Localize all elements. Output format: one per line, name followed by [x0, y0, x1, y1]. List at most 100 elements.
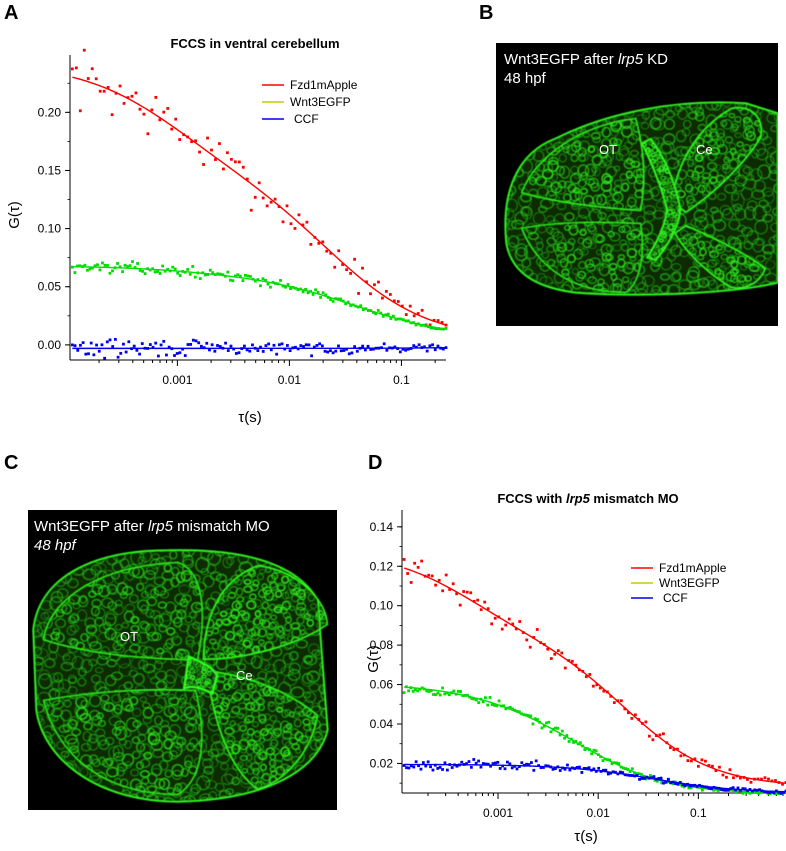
data-point [108, 338, 112, 342]
data-point [318, 342, 322, 346]
data-point [567, 740, 571, 743]
data-point [249, 275, 252, 278]
data-point [143, 272, 147, 276]
data-point [376, 309, 380, 312]
data-point [173, 354, 176, 357]
data-point [610, 762, 614, 766]
data-point [486, 703, 490, 707]
panel-label-a: A [4, 2, 18, 25]
data-point [534, 759, 538, 763]
data-point [100, 343, 104, 347]
data-point [757, 792, 761, 795]
data-point [770, 779, 774, 783]
data-point [529, 714, 533, 718]
data-point [101, 261, 104, 265]
data-point [493, 616, 497, 620]
data-point [588, 673, 592, 676]
data-point [558, 733, 562, 737]
data-point [444, 323, 448, 327]
data-point [591, 684, 595, 688]
data-point [409, 764, 413, 768]
data-point [135, 348, 139, 352]
data-point [779, 791, 783, 795]
data-point [621, 771, 625, 774]
data-point [331, 351, 335, 355]
data-point [432, 326, 435, 330]
data-point [365, 280, 368, 284]
fit-line-ccf [404, 763, 786, 793]
data-point [436, 319, 440, 322]
data-point [472, 697, 476, 701]
data-point [349, 304, 353, 307]
data-point [415, 345, 418, 349]
data-point [329, 349, 332, 353]
data-point [700, 788, 704, 792]
x-tick-label: 0.1 [393, 373, 410, 387]
data-point [414, 760, 418, 764]
data-point [630, 717, 634, 720]
data-point [199, 344, 203, 348]
panel-label-c: C [4, 452, 18, 475]
data-point [602, 768, 605, 772]
data-point [777, 791, 781, 794]
data-point [455, 764, 459, 768]
data-point [525, 762, 529, 766]
data-point [243, 344, 246, 348]
data-point [585, 767, 589, 770]
data-point [392, 299, 396, 303]
y-tick-label: 0.15 [38, 163, 62, 177]
data-point [138, 352, 141, 356]
data-point [660, 781, 664, 785]
data-point [400, 304, 404, 308]
data-point [615, 761, 618, 765]
data-point [718, 765, 721, 769]
data-point [700, 758, 704, 762]
data-point [592, 767, 596, 771]
data-point [520, 761, 524, 765]
data-point [111, 269, 114, 273]
data-point [441, 347, 445, 351]
data-point [659, 776, 663, 780]
data-point [102, 89, 106, 93]
data-point [443, 692, 447, 696]
data-point [243, 273, 247, 277]
data-point [504, 707, 508, 711]
data-point [491, 762, 495, 765]
data-point [436, 767, 440, 770]
data-point [96, 263, 99, 267]
data-point [539, 766, 543, 770]
data-point [202, 346, 206, 350]
data-point [554, 767, 557, 770]
data-point [269, 285, 272, 289]
data-point [379, 311, 383, 315]
data-point [513, 708, 517, 712]
legend-label: CCF [294, 112, 319, 126]
caption-gene: lrp5 [148, 518, 173, 535]
data-point [150, 108, 154, 112]
data-point [424, 764, 428, 768]
data-point [687, 786, 691, 790]
data-point [434, 693, 438, 696]
data-point [647, 734, 651, 738]
data-point [609, 694, 613, 698]
data-point [339, 297, 343, 301]
data-point [500, 627, 504, 631]
data-point [245, 348, 249, 352]
data-point [288, 349, 292, 353]
data-point [241, 279, 245, 282]
data-point [441, 589, 445, 593]
data-point [325, 249, 329, 253]
data-point [651, 738, 655, 742]
data-point [774, 779, 777, 782]
data-point [222, 167, 225, 171]
data-point [302, 345, 305, 348]
data-point [381, 314, 385, 318]
x-tick-label: 0.01 [278, 373, 302, 387]
data-point [770, 790, 773, 794]
data-point [721, 773, 725, 777]
data-point [79, 343, 82, 347]
data-point [372, 347, 375, 351]
data-point [406, 347, 410, 351]
y-axis-label: G(τ) [365, 645, 382, 673]
y-tick-label: 0.02 [370, 756, 394, 770]
